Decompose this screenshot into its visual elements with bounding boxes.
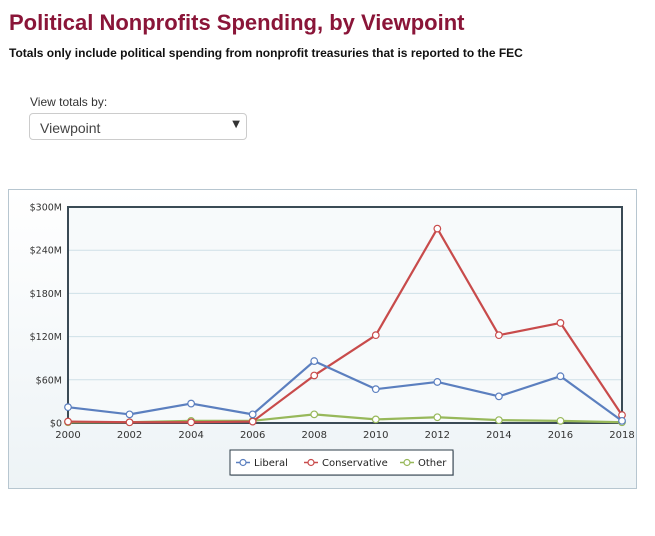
data-point-liberal	[433, 378, 442, 386]
legend-label: Liberal	[254, 458, 288, 469]
data-point-other	[556, 416, 565, 425]
series-line-conservative	[67, 227, 623, 424]
view-totals-select[interactable]: Viewpoint ▼	[29, 113, 247, 140]
x-tick-label: 2014	[486, 430, 511, 441]
data-point-liberal	[187, 399, 196, 408]
x-tick-label: 2004	[178, 430, 203, 441]
legend-label: Conservative	[322, 458, 388, 469]
legend-label: Other	[418, 458, 447, 469]
x-tick-label: 2002	[117, 430, 142, 441]
x-tick-label: 2012	[425, 430, 450, 441]
data-point-other	[310, 410, 319, 419]
data-point-liberal	[618, 416, 626, 425]
y-tick-label: $120M	[30, 332, 62, 343]
y-tick-label: $180M	[30, 289, 62, 300]
x-tick-label: 2008	[301, 430, 326, 441]
plot-frame	[67, 206, 623, 424]
legend-swatch-marker	[239, 458, 247, 467]
data-point-liberal	[371, 385, 380, 394]
data-point-other	[494, 416, 503, 425]
x-tick-label: 2000	[55, 430, 80, 441]
data-point-conservative	[125, 418, 134, 427]
x-tick-label: 2006	[240, 430, 265, 441]
x-tick-label: 2010	[363, 430, 388, 441]
data-point-liberal	[125, 410, 134, 419]
select-value: Viewpoint	[40, 120, 101, 136]
line-chart: $0 $60M $120M $180M $240M $300M 2000 2002 2004 20…	[30, 203, 635, 476]
chart-container: $0 $60M $120M $180M $240M $300M 2000 2002 2004 20…	[8, 189, 637, 489]
chevron-down-icon: ▼	[232, 119, 240, 130]
legend-swatch-marker	[403, 458, 411, 467]
data-point-liberal	[494, 392, 503, 401]
legend-swatch-marker	[307, 458, 315, 467]
data-point-liberal	[64, 403, 72, 412]
data-point-liberal	[310, 357, 319, 365]
data-point-conservative	[64, 417, 72, 426]
page-title: Political Nonprofits Spending, by Viewpo…	[9, 10, 465, 35]
data-point-other	[433, 413, 442, 422]
x-tick-label: 2016	[548, 430, 573, 441]
legend	[229, 449, 454, 476]
series-line-liberal	[67, 359, 623, 422]
data-point-liberal	[248, 410, 257, 419]
view-totals-label: View totals by:	[30, 95, 108, 109]
data-point-conservative	[494, 331, 503, 340]
data-point-conservative	[371, 331, 380, 340]
y-tick-label: $0	[50, 419, 62, 430]
data-point-conservative	[248, 417, 257, 426]
y-tick-label: $240M	[30, 246, 62, 257]
data-point-conservative	[556, 319, 565, 327]
page-subtitle: Totals only include political spending f…	[9, 46, 523, 60]
y-tick-label: $60M	[36, 375, 62, 386]
data-point-other	[371, 415, 380, 424]
data-point-conservative	[433, 224, 442, 233]
data-point-conservative	[310, 371, 319, 380]
data-point-conservative	[187, 418, 196, 427]
y-tick-label: $300M	[30, 203, 62, 214]
plot-area	[68, 207, 622, 423]
x-tick-label: 2018	[609, 430, 634, 441]
data-point-liberal	[556, 372, 565, 381]
